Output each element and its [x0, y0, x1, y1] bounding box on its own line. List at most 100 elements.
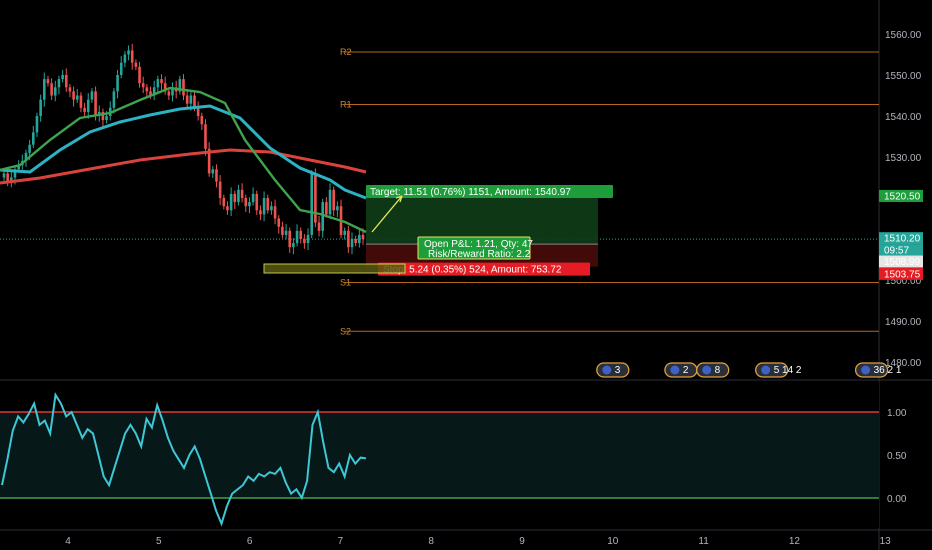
candle	[358, 234, 361, 244]
economic-event-marker[interactable]: 3	[596, 362, 630, 378]
candle	[215, 169, 218, 182]
candle	[193, 95, 196, 108]
candle	[182, 79, 185, 96]
time-tick-label: 10	[607, 536, 619, 547]
ma-50-line	[0, 104, 367, 200]
flag-icon	[602, 365, 612, 375]
candle	[251, 193, 255, 203]
candle	[310, 173, 314, 235]
candle	[218, 181, 222, 198]
candle	[317, 222, 321, 231]
candle	[178, 79, 182, 92]
price-tick-label: 1490.00	[885, 317, 922, 328]
candle	[53, 87, 57, 96]
candle	[171, 87, 174, 96]
support-zone	[263, 263, 406, 274]
candle	[123, 54, 127, 63]
candle	[72, 91, 75, 100]
candle	[86, 99, 90, 112]
price-tag-label: 1510.20	[884, 234, 921, 245]
oscillator-tick-label: 1.00	[887, 408, 907, 419]
time-tick-label: 6	[247, 536, 253, 547]
candle	[248, 202, 251, 207]
economic-event-marker[interactable]: 8	[696, 362, 730, 378]
candle	[134, 62, 138, 67]
candle	[116, 75, 119, 92]
candle	[347, 230, 350, 248]
candle	[306, 234, 310, 244]
price-tag: 1503.75	[879, 267, 923, 280]
candle	[152, 87, 156, 96]
stop-label: Stop: 5.24 (0.35%) 524, Amount: 753.72	[383, 265, 562, 276]
candle	[35, 116, 39, 133]
candle	[24, 152, 28, 162]
price-tag-box	[879, 232, 923, 245]
candle	[262, 198, 266, 215]
candle	[94, 91, 97, 116]
event-count: 3	[615, 365, 621, 376]
price-axis[interactable]: 1.00 0.50 0.00 1560.00 1550.00 1540.00 1530.00…	[879, 30, 923, 505]
price-tag: 1508.99	[879, 255, 923, 268]
candle	[79, 95, 83, 108]
time-tick-label: 12	[789, 536, 801, 547]
candle	[229, 193, 233, 211]
time-tick-label: 5	[156, 536, 162, 547]
economic-event-marker[interactable]: 5 14 2	[755, 362, 802, 378]
time-axis[interactable]: 4567891011121314	[65, 536, 932, 547]
open-pnl-box	[417, 236, 531, 260]
pivot-label-r2: R2	[340, 47, 352, 57]
ma-200-line	[0, 148, 367, 185]
candle	[130, 50, 134, 63]
candle	[332, 189, 335, 211]
event-flag-icon	[596, 362, 630, 378]
price-tag-label: 09:57	[884, 246, 909, 257]
candle	[255, 193, 259, 211]
price-tag-label: 1508.99	[884, 257, 921, 268]
oscillator-pane[interactable]	[0, 382, 879, 528]
event-count: 8	[715, 365, 721, 376]
event-count: 5 14 2	[774, 365, 802, 376]
candle	[233, 193, 237, 203]
oscillator-line	[1, 392, 367, 527]
candle	[277, 218, 281, 227]
price-tick-label: 1560.00	[885, 30, 922, 41]
candle	[237, 189, 240, 203]
candle	[83, 107, 86, 112]
candle	[28, 144, 31, 153]
candle	[270, 206, 273, 211]
candle	[240, 189, 244, 198]
candle	[42, 79, 46, 100]
candle	[156, 79, 160, 88]
candle	[141, 83, 145, 88]
target-zone	[366, 193, 598, 245]
flag-icon	[761, 365, 771, 375]
open-pnl-label: Open P&L: 1.21, Qty: 47	[424, 239, 533, 250]
price-tick-label: 1540.00	[885, 112, 922, 123]
target-arrow	[371, 195, 403, 233]
economic-event-marker[interactable]: 2	[664, 362, 698, 378]
candle	[39, 99, 42, 116]
oscillator-tick-label: 0.00	[887, 494, 907, 505]
candle	[196, 107, 200, 116]
target-arrow-head	[395, 195, 403, 203]
event-count: 36 2 1	[874, 365, 902, 376]
candle	[50, 83, 53, 96]
candle	[266, 198, 270, 211]
economic-event-marker[interactable]: 36 2 1	[854, 362, 902, 378]
price-tag: 1510.20	[879, 232, 923, 245]
candle	[149, 91, 152, 96]
pivot-label-r1: R1	[340, 100, 352, 110]
event-flag-icon	[696, 362, 730, 378]
event-count: 2	[683, 365, 689, 376]
candle	[325, 202, 328, 215]
candle	[17, 165, 20, 170]
oscillator-band	[0, 412, 879, 498]
candle	[288, 230, 292, 248]
candle	[259, 210, 262, 215]
candle	[211, 169, 215, 174]
flag-icon	[702, 365, 712, 375]
price-tag-box	[879, 189, 923, 202]
candle	[2, 173, 6, 178]
